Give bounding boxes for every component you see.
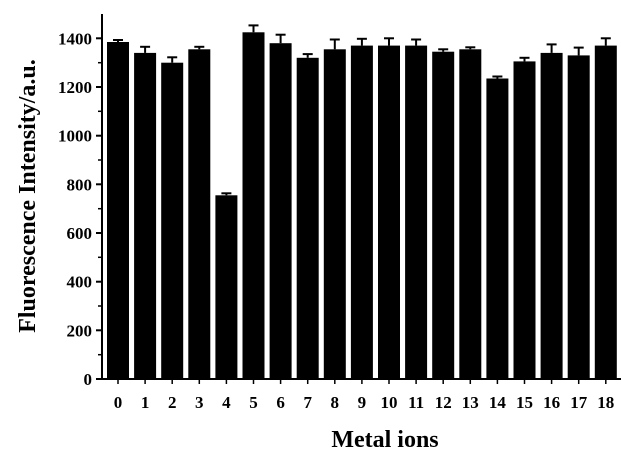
bar-0 bbox=[107, 42, 129, 379]
bar-15 bbox=[513, 61, 536, 380]
bar-18 bbox=[594, 45, 617, 379]
x-tick-label: 4 bbox=[222, 393, 231, 412]
bar-9 bbox=[350, 45, 373, 379]
x-tick-label: 8 bbox=[331, 393, 340, 412]
x-tick-label: 10 bbox=[381, 393, 398, 412]
y-tick-label: 0 bbox=[84, 370, 93, 389]
bar-5 bbox=[242, 32, 265, 380]
bars-layer bbox=[107, 32, 617, 380]
x-tick-label: 5 bbox=[249, 393, 258, 412]
bar-17 bbox=[567, 55, 590, 380]
x-tick-label: 14 bbox=[489, 393, 507, 412]
bar-16 bbox=[540, 52, 563, 380]
bar-14 bbox=[486, 78, 509, 379]
x-tick-label: 0 bbox=[114, 393, 123, 412]
bar-1 bbox=[134, 52, 157, 380]
y-tick-label: 600 bbox=[67, 224, 93, 243]
x-tick-label: 13 bbox=[462, 393, 479, 412]
bar-11 bbox=[405, 45, 428, 379]
y-tick-label: 1400 bbox=[58, 29, 92, 48]
x-tick-label: 2 bbox=[168, 393, 177, 412]
bar-3 bbox=[188, 49, 211, 380]
bar-13 bbox=[459, 49, 482, 380]
x-tick-label: 7 bbox=[303, 393, 312, 412]
x-tick-label: 6 bbox=[276, 393, 285, 412]
bar-4 bbox=[215, 195, 238, 379]
y-tick-label: 200 bbox=[67, 321, 93, 340]
x-tick-label: 1 bbox=[141, 393, 150, 412]
x-ticks-layer: 0 1 2 3 4 5 6 7 8 9 10 11 12 13 14 15 16 17 18 bbox=[114, 379, 614, 412]
x-tick-label: 9 bbox=[358, 393, 367, 412]
y-tick-label: 1000 bbox=[58, 127, 92, 146]
bar-2 bbox=[161, 62, 184, 379]
y-tick-label: 800 bbox=[67, 175, 93, 194]
bar-12 bbox=[432, 51, 455, 379]
x-tick-label: 3 bbox=[195, 393, 204, 412]
x-tick-label: 15 bbox=[516, 393, 533, 412]
bar-7 bbox=[296, 57, 319, 380]
y-tick-label: 1200 bbox=[58, 78, 92, 97]
y-axis-title: Fluorescence Intensity/a.u. bbox=[15, 59, 41, 333]
y-ticks-layer: 0 200 400 600 800 1000 1200 1400 bbox=[58, 29, 102, 389]
bar-6 bbox=[269, 43, 292, 379]
x-tick-label: 18 bbox=[597, 393, 614, 412]
x-tick-label: 16 bbox=[543, 393, 560, 412]
error-bars-layer bbox=[113, 24, 611, 196]
x-tick-label: 12 bbox=[435, 393, 452, 412]
x-tick-label: 17 bbox=[570, 393, 588, 412]
bar-10 bbox=[378, 45, 400, 379]
bar-8 bbox=[323, 49, 346, 380]
y-tick-label: 400 bbox=[67, 273, 93, 292]
x-tick-label: 11 bbox=[408, 393, 424, 412]
x-axis-title: Metal ions bbox=[331, 427, 438, 452]
